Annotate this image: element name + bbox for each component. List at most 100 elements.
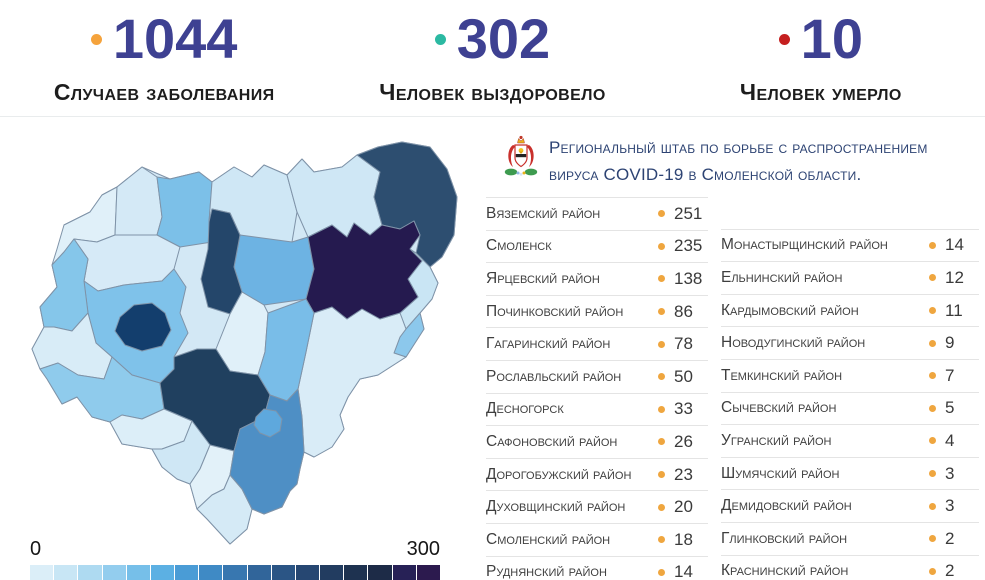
district-row: Демидовский район 3 (721, 489, 979, 522)
district-value: 33 (674, 399, 693, 419)
district-name: Десногорск (486, 400, 564, 418)
district-name: Ельнинский район (721, 268, 843, 286)
map-region-dukhovshchinsky (156, 171, 213, 248)
district-row: Кардымовский район 11 (721, 293, 979, 327)
map-region-smolensk-city (114, 302, 172, 352)
bullet-dot-icon (929, 339, 936, 347)
bullet-dot-icon (929, 567, 936, 575)
cases-count: 1044 (112, 7, 238, 70)
map-region-nw-2 (114, 166, 163, 236)
stat-deaths: 10 Человек умерло (657, 0, 985, 116)
district-value: 2 (945, 561, 955, 580)
legend-max-label: 300 (406, 538, 440, 560)
district-value: 26 (674, 431, 693, 451)
legend-swatch (247, 565, 271, 580)
district-row: Руднянский район 14 (486, 555, 708, 580)
district-row: Шумячский район 3 (721, 456, 979, 490)
district-value: 18 (674, 529, 693, 549)
district-row: Рославльский район 50 (486, 359, 708, 393)
district-row: Новодугинский район 9 (721, 326, 979, 359)
district-value: 2 (945, 528, 955, 548)
district-list-right: Монастырщинский район 14 Ельнинский район… (721, 228, 979, 580)
legend-swatch (392, 565, 416, 580)
district-value: 78 (674, 334, 693, 354)
bullet-dot-icon (658, 568, 665, 576)
district-row: Десногорск 33 (486, 392, 708, 426)
bullet-dot-icon (929, 535, 936, 543)
legend-min-label: 0 (30, 538, 42, 560)
district-name: Смоленский район (486, 530, 611, 548)
map-legend: 0 300 (30, 538, 440, 580)
legend-swatch (223, 565, 247, 580)
bullet-dot-icon (929, 470, 936, 478)
district-row: Ельнинский район 12 (721, 261, 979, 294)
district-list-left: Вяземский район 251 Смоленск 235 Ярцевский… (486, 197, 708, 580)
hq-title: Региональный штаб по борьбе с распростра… (549, 134, 928, 188)
legend-swatch (271, 565, 295, 580)
cases-label: Случаев заболевания (53, 78, 275, 105)
deaths-label: Человек умерло (739, 78, 902, 105)
bullet-dot-icon (658, 242, 665, 250)
district-row: Угранский район 4 (721, 424, 979, 457)
recovered-label: Человек выздоровело (379, 78, 606, 105)
district-row: Глинковский район 2 (721, 521, 979, 555)
district-name: Угранский район (721, 431, 832, 449)
bullet-dot-icon (658, 536, 665, 544)
bullet-dot-icon (658, 210, 665, 218)
district-name: Темкинский район (721, 366, 843, 384)
district-name: Демидовский район (721, 497, 852, 515)
bullet-dot-icon (929, 502, 936, 510)
district-lists: Вяземский район 251 Смоленск 235 Ярцевский… (486, 197, 979, 580)
district-name: Руднянский район (486, 563, 607, 580)
bullet-dot-icon (658, 373, 665, 381)
legend-swatch (102, 565, 126, 580)
district-name: Смоленск (486, 237, 552, 255)
district-value: 235 (674, 236, 703, 256)
bullet-dot-icon (658, 308, 665, 316)
district-value: 14 (945, 235, 964, 255)
district-value: 20 (674, 497, 693, 517)
bullet-dot-icon (929, 307, 936, 315)
district-name: Глинковский район (721, 529, 848, 547)
district-row: Смоленский район 18 (486, 522, 708, 556)
legend-swatch (295, 565, 320, 580)
legend-swatch (199, 565, 223, 580)
district-row: Смоленск 235 (486, 229, 708, 263)
district-value: 3 (945, 463, 955, 483)
legend-swatch (54, 565, 78, 580)
bullet-dot-icon (929, 404, 936, 412)
stats-row: 1044 Случаев заболевания 302 Человек выз… (0, 0, 985, 116)
stat-cases: 1044 Случаев заболевания (0, 0, 328, 116)
district-value: 5 (945, 398, 955, 418)
district-value: 11 (945, 300, 963, 320)
bullet-dot-icon (658, 438, 665, 446)
district-name: Духовщинский район (486, 498, 626, 516)
district-name: Монастырщинский район (721, 236, 888, 254)
legend-swatch (30, 565, 54, 580)
legend-swatch (344, 565, 368, 580)
bullet-dot-icon (658, 405, 665, 413)
district-name: Вяземский район (486, 204, 601, 222)
bullet-dot-icon (929, 372, 936, 380)
district-value: 9 (945, 333, 955, 353)
district-value: 12 (945, 267, 964, 287)
district-row: Краснинский район 2 (721, 554, 979, 580)
legend-swatch (126, 565, 150, 580)
choropleth-map (31, 141, 458, 545)
legend-swatch (78, 565, 102, 580)
hq-panel: Региональный штаб по борьбе с распростра… (482, 117, 985, 580)
district-name: Починковский район (486, 302, 624, 320)
district-row: Вяземский район 251 (486, 197, 708, 230)
district-value: 7 (945, 365, 955, 385)
district-value: 50 (674, 366, 693, 386)
district-value: 3 (945, 496, 955, 516)
district-name: Кардымовский район (721, 301, 859, 319)
district-row: Монастырщинский район 14 (721, 228, 979, 262)
district-row: Починковский район 86 (486, 294, 708, 328)
recovered-count: 302 (456, 7, 551, 70)
bullet-dot-icon (929, 437, 936, 445)
divider-line (0, 116, 985, 117)
stat-recovered: 302 Человек выздоровело (328, 0, 656, 116)
district-row: Ярцевский район 138 (486, 262, 708, 295)
